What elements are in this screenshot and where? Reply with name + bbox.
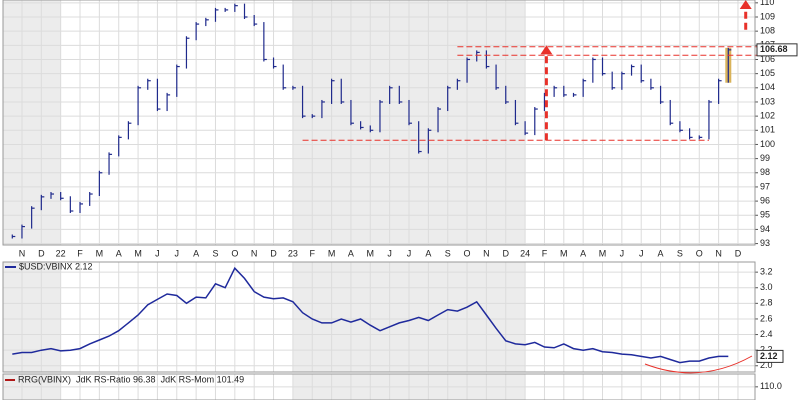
x-tick-label: A: [658, 248, 664, 258]
x-tick-label: A: [348, 248, 354, 258]
y-tick-label: 108: [760, 26, 775, 36]
panel-frame: [2, 261, 756, 373]
panel-legend: JdK RS-Ratio 96.38: [76, 374, 156, 384]
panel-frame: [2, 373, 756, 400]
y-tick-label: 100: [760, 139, 775, 149]
y-tick-label: 3.2: [760, 267, 773, 277]
x-tick-label: F: [542, 248, 548, 258]
last-value-label: 106.68: [760, 44, 788, 54]
y-tick-label: 109: [760, 11, 775, 21]
y-tick-label: 102: [760, 111, 775, 121]
y-tick-label: 110.0: [760, 381, 782, 391]
y-tick-label: 97: [760, 181, 770, 191]
y-tick-label: 2.0: [760, 360, 773, 370]
y-tick-label: 2.6: [760, 313, 773, 323]
ratio-line: [12, 266, 729, 364]
x-tick-label: O: [464, 248, 471, 258]
y-tick-label: 2.2: [760, 345, 773, 355]
x-tick-label: N: [715, 248, 722, 258]
x-tick-label: J: [407, 248, 412, 258]
x-tick-label: A: [580, 248, 586, 258]
y-tick-label: 95: [760, 210, 770, 220]
hand-drawn-curve: [644, 355, 753, 374]
y-tick-label: 2.4: [760, 329, 773, 339]
x-tick-label: 24: [520, 248, 530, 258]
x-tick-label: A: [425, 248, 431, 258]
y-tick-label: 104: [760, 82, 775, 92]
y-tick-label: 106: [760, 54, 775, 64]
x-tick-label: J: [175, 248, 180, 258]
x-tick-label: 23: [288, 248, 298, 258]
x-tick-label: 22: [56, 248, 66, 258]
y-tick-label: 96: [760, 195, 770, 205]
last-value-box: [756, 349, 784, 363]
x-tick-label: M: [328, 248, 336, 258]
x-tick-label: F: [309, 248, 315, 258]
y-tick-label: 103: [760, 96, 775, 106]
x-tick-label: M: [367, 248, 375, 258]
x-tick-label: O: [696, 248, 703, 258]
x-tick-label: O: [231, 248, 238, 258]
x-tick-label: N: [19, 248, 26, 258]
y-tick-label: 3.0: [760, 282, 773, 292]
y-tick-label: 2.8: [760, 298, 773, 308]
year-band: [3, 262, 61, 372]
y-tick-label: 105: [760, 68, 775, 78]
panel-legend: $USD:VBINX 2.12: [19, 261, 93, 271]
y-tick-label: 93: [760, 238, 770, 248]
x-tick-label: J: [155, 248, 160, 258]
panel-frame: [2, 0, 756, 246]
x-tick-label: M: [599, 248, 607, 258]
y-tick-label: 98: [760, 167, 770, 177]
y-tick-label: 94: [760, 224, 770, 234]
year-band: [3, 0, 61, 245]
x-tick-label: A: [193, 248, 199, 258]
x-tick-label: M: [134, 248, 142, 258]
x-tick-label: F: [77, 248, 83, 258]
x-tick-label: D: [735, 248, 742, 258]
x-tick-label: J: [639, 248, 644, 258]
x-tick-label: J: [620, 248, 625, 258]
last-value-label: 2.12: [760, 351, 778, 361]
x-tick-label: S: [445, 248, 451, 258]
x-tick-label: A: [116, 248, 122, 258]
x-tick-label: S: [677, 248, 683, 258]
panel-legend: JdK RS-Mom 101.49: [161, 374, 245, 384]
y-tick-label: 99: [760, 153, 770, 163]
x-tick-label: D: [270, 248, 277, 258]
y-tick-label: 110: [760, 0, 774, 7]
y-tick-label: 101: [760, 125, 775, 135]
x-tick-label: N: [483, 248, 490, 258]
x-tick-label: N: [251, 248, 258, 258]
x-tick-label: M: [560, 248, 568, 258]
x-tick-label: J: [387, 248, 392, 258]
x-tick-label: M: [96, 248, 104, 258]
panel-legend: RRG(VBINX): [18, 374, 71, 384]
x-tick-label: D: [503, 248, 510, 258]
x-tick-label: D: [38, 248, 45, 258]
arrow-head: [739, 0, 752, 9]
last-value-box: [756, 43, 798, 57]
x-tick-label: S: [212, 248, 218, 258]
arrow-head: [540, 45, 553, 55]
